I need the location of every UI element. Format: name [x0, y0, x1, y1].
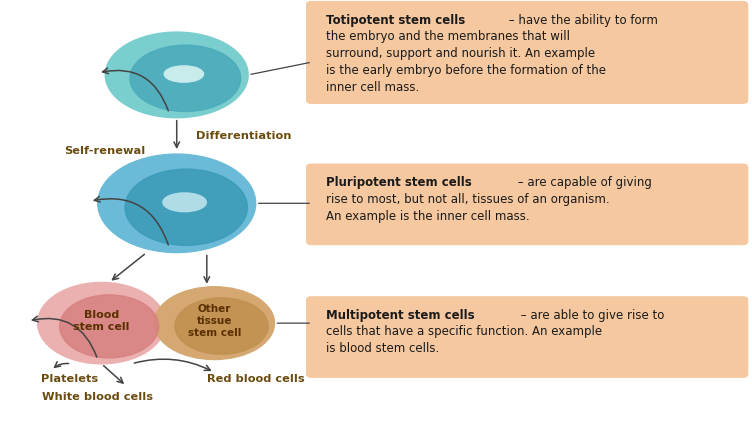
Ellipse shape: [98, 154, 256, 253]
Text: the embryo and the membranes that will
surround, support and nourish it. An exam: the embryo and the membranes that will s…: [326, 30, 605, 94]
Text: Differentiation: Differentiation: [196, 131, 291, 141]
Ellipse shape: [130, 45, 241, 112]
Ellipse shape: [105, 32, 248, 118]
Ellipse shape: [38, 282, 165, 364]
Text: Other
tissue
stem cell: Other tissue stem cell: [188, 303, 241, 339]
FancyBboxPatch shape: [306, 296, 748, 378]
FancyBboxPatch shape: [306, 163, 748, 245]
Ellipse shape: [164, 66, 204, 82]
Ellipse shape: [59, 295, 159, 358]
Text: – are able to give rise to: – are able to give rise to: [517, 309, 665, 322]
Ellipse shape: [175, 298, 268, 354]
Text: Pluripotent stem cells: Pluripotent stem cells: [326, 176, 472, 189]
Text: Blood
stem cell: Blood stem cell: [74, 310, 129, 332]
Text: Totipotent stem cells: Totipotent stem cells: [326, 14, 465, 27]
Text: Red blood cells: Red blood cells: [207, 374, 305, 384]
Text: Platelets: Platelets: [41, 374, 99, 384]
Ellipse shape: [163, 193, 206, 212]
Ellipse shape: [154, 287, 274, 360]
Text: rise to most, but not all, tissues of an organism.
An example is the inner cell : rise to most, but not all, tissues of an…: [326, 193, 609, 223]
Text: cells that have a specific function. An example
is blood stem cells.: cells that have a specific function. An …: [326, 325, 602, 355]
FancyBboxPatch shape: [306, 1, 748, 104]
Text: – have the ability to form: – have the ability to form: [505, 14, 658, 27]
Text: – are capable of giving: – are capable of giving: [514, 176, 651, 189]
Text: White blood cells: White blood cells: [42, 392, 153, 402]
Ellipse shape: [125, 169, 247, 245]
Text: Self-renewal: Self-renewal: [64, 146, 145, 156]
Text: Multipotent stem cells: Multipotent stem cells: [326, 309, 475, 322]
